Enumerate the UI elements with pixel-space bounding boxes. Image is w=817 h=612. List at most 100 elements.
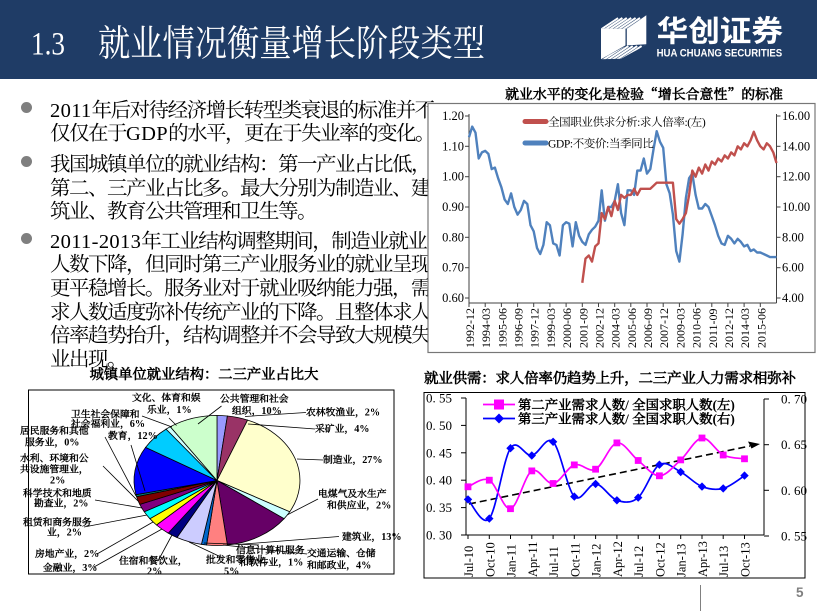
svg-text:GDP:不变价:当季同比: GDP:不变价:当季同比 [548, 136, 654, 152]
svg-text:1997-12: 1997-12 [526, 308, 543, 348]
svg-text:全国职业供求分析:求人倍率:(左): 全国职业供求分析:求人倍率:(左) [548, 114, 706, 130]
svg-text:16.00: 16.00 [782, 106, 810, 124]
svg-text:制造业，27%: 制造业，27% [323, 451, 383, 466]
svg-text:2015-06: 2015-06 [752, 308, 769, 348]
svg-text:1995-06: 1995-06 [493, 308, 510, 348]
svg-text:0.80: 0.80 [442, 227, 464, 245]
svg-text:交通运输、仓储: 交通运输、仓储 [307, 546, 376, 560]
svg-text:2014-03: 2014-03 [736, 308, 753, 348]
svg-text:1.00: 1.00 [442, 167, 464, 185]
svg-text:1992-12: 1992-12 [461, 308, 478, 348]
svg-text:6.00: 6.00 [782, 258, 804, 276]
svg-text:0. 40: 0. 40 [426, 470, 452, 489]
svg-text:就业供需：求人倍率仍趋势上升，二三产业人力需求相弥补: 就业供需：求人倍率仍趋势上升，二三产业人力需求相弥补 [424, 367, 796, 388]
svg-text:就业情况衡量增长阶段类型: 就业情况衡量增长阶段类型 [98, 13, 485, 67]
svg-text:0. 55: 0. 55 [781, 526, 807, 545]
svg-text:Jul-13: Jul-13 [714, 546, 732, 577]
svg-text:Oct-12: Oct-12 [650, 542, 668, 577]
svg-text:2004-03: 2004-03 [607, 308, 624, 348]
svg-text:0. 60: 0. 60 [781, 480, 807, 499]
svg-text:建筑业，13%: 建筑业，13% [342, 528, 402, 543]
svg-text:0. 70: 0. 70 [781, 389, 807, 408]
svg-text:2011-09: 2011-09 [704, 308, 721, 348]
svg-text:电煤气及水生产: 电煤气及水生产 [318, 486, 387, 500]
svg-text:HUA CHUANG SECURITIES: HUA CHUANG SECURITIES [657, 48, 783, 60]
svg-text:Jul-12: Jul-12 [629, 546, 647, 577]
svg-text:农林牧渔业，2%: 农林牧渔业，2% [306, 404, 380, 419]
svg-text:0. 50: 0. 50 [426, 415, 452, 434]
svg-text:Jul-11: Jul-11 [544, 546, 562, 577]
svg-text:乐业，1%: 乐业，1% [147, 401, 192, 416]
svg-text:服务业，0%: 服务业，0% [25, 434, 79, 449]
svg-text:就业水平的变化是检验“增长合意性”的标准: 就业水平的变化是检验“增长合意性”的标准 [505, 84, 783, 103]
svg-text:12.00: 12.00 [782, 167, 810, 185]
svg-text:2005-06: 2005-06 [623, 308, 640, 348]
svg-text:2009-03: 2009-03 [671, 308, 688, 348]
svg-text:金融业，3%: 金融业，3% [43, 559, 97, 574]
svg-text:2012-12: 2012-12 [720, 308, 737, 348]
svg-text:组织，10%: 组织，10% [232, 402, 282, 417]
svg-text:Oct-13: Oct-13 [736, 542, 754, 577]
svg-text:0. 45: 0. 45 [426, 442, 452, 461]
svg-text:Apr-13: Apr-13 [693, 541, 711, 577]
svg-text:1.3: 1.3 [31, 18, 65, 65]
svg-text:2001-09: 2001-09 [574, 308, 591, 348]
svg-text:Apr-12: Apr-12 [608, 541, 626, 577]
svg-text:卫生社会保障和: 卫生社会保障和 [71, 407, 140, 421]
svg-text:文化、体育和娱: 文化、体育和娱 [132, 390, 201, 404]
svg-text:城镇单位就业结构：二三产业占比大: 城镇单位就业结构：二三产业占比大 [90, 364, 319, 384]
svg-text:0. 35: 0. 35 [426, 497, 452, 516]
svg-text:和邮政业，4%: 和邮政业，4% [307, 557, 371, 572]
svg-text:Apr-11: Apr-11 [523, 542, 541, 577]
svg-text:公共管理和社会: 公共管理和社会 [220, 391, 289, 405]
svg-text:0.70: 0.70 [442, 258, 464, 276]
svg-text:1994-03: 1994-03 [477, 308, 494, 348]
svg-text:1.20: 1.20 [442, 106, 464, 124]
svg-text:Jan-12: Jan-12 [587, 544, 605, 577]
svg-text:2010-06: 2010-06 [688, 308, 705, 348]
svg-text:批发和零售业，: 批发和零售业， [206, 552, 275, 566]
svg-text:房地产业，2%: 房地产业，2% [34, 545, 99, 560]
svg-text:2006-09: 2006-09 [639, 308, 656, 348]
svg-text:10.00: 10.00 [782, 197, 810, 215]
svg-text:Jan-11: Jan-11 [502, 544, 520, 577]
svg-text:信息计算机服务: 信息计算机服务 [236, 543, 305, 557]
svg-text:2002-12: 2002-12 [591, 308, 608, 348]
svg-text:4.00: 4.00 [782, 288, 804, 306]
svg-text:勘查业，2%: 勘查业，2% [34, 495, 88, 510]
svg-text:Jan-13: Jan-13 [672, 544, 690, 577]
svg-text:0. 30: 0. 30 [426, 525, 452, 544]
svg-text:0.90: 0.90 [442, 197, 464, 215]
svg-text:Oct-10: Oct-10 [480, 542, 498, 577]
svg-text:第二产业需求人数/ 全国求职人数(左): 第二产业需求人数/ 全国求职人数(左) [518, 395, 735, 414]
svg-text:2000-06: 2000-06 [558, 308, 575, 348]
svg-text:和供应业，2%: 和供应业，2% [327, 497, 391, 512]
svg-text:华创证券: 华创证券 [657, 7, 783, 51]
svg-text:0. 55: 0. 55 [426, 388, 452, 407]
svg-text:1999-03: 1999-03 [542, 308, 559, 348]
svg-text:0. 65: 0. 65 [781, 434, 807, 453]
svg-text:水利、环境和公: 水利、环境和公 [20, 451, 89, 465]
svg-text:1996-09: 1996-09 [510, 308, 527, 348]
svg-text:共设施管理业，: 共设施管理业， [20, 462, 89, 476]
svg-text:1.10: 1.10 [442, 136, 464, 154]
svg-text:住宿和餐饮业，: 住宿和餐饮业， [118, 553, 188, 567]
svg-text:和软件业，1%: 和软件业，1% [239, 554, 303, 569]
svg-text:科学技术和地质: 科学技术和地质 [22, 486, 92, 500]
svg-text:Oct-11: Oct-11 [565, 543, 583, 577]
svg-text:社会福利业，6%: 社会福利业，6% [70, 415, 145, 430]
svg-text:租赁和商务服务: 租赁和商务服务 [23, 515, 92, 529]
svg-text:2%: 2% [50, 472, 65, 487]
svg-text:Jul-10: Jul-10 [459, 546, 477, 577]
svg-text:第三产业需求人数/ 全国求职人数(右): 第三产业需求人数/ 全国求职人数(右) [518, 409, 735, 428]
svg-text:8.00: 8.00 [782, 227, 804, 245]
svg-text:14.00: 14.00 [782, 136, 810, 154]
svg-text:2007-12: 2007-12 [655, 308, 672, 348]
svg-text:采矿业，4%: 采矿业，4% [315, 420, 369, 435]
svg-text:教育，12%: 教育，12% [107, 427, 158, 442]
svg-text:2%: 2% [147, 563, 162, 578]
svg-text:0.60: 0.60 [442, 288, 464, 306]
svg-text:业，2%: 业，2% [47, 524, 82, 539]
svg-text:居民服务和其他: 居民服务和其他 [20, 423, 89, 437]
svg-text:5%: 5% [224, 563, 239, 578]
